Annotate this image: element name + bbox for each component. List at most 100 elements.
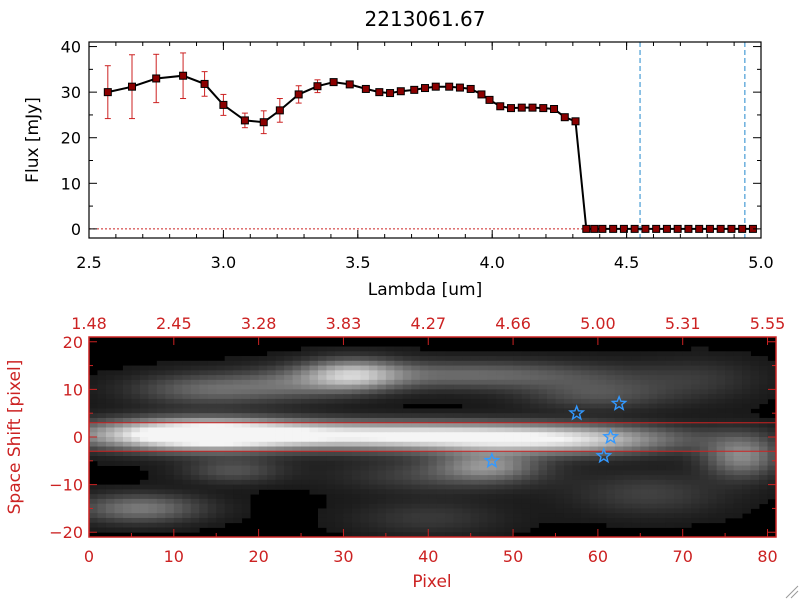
intensity-cell <box>674 437 684 443</box>
intensity-cell <box>241 398 251 405</box>
intensity-cell <box>368 465 378 471</box>
intensity-cell <box>224 417 234 424</box>
intensity-cell <box>563 365 573 371</box>
intensity-cell <box>631 398 641 405</box>
intensity-cell <box>368 441 378 447</box>
intensity-cell <box>190 470 200 476</box>
intensity-cell <box>614 513 624 519</box>
intensity-cell <box>682 389 692 395</box>
intensity-cell <box>580 446 590 452</box>
intensity-cell <box>199 465 209 471</box>
intensity-cell <box>190 417 200 424</box>
intensity-cell <box>419 475 429 481</box>
intensity-cell <box>470 484 480 490</box>
intensity-cell <box>563 379 573 386</box>
intensity-cell <box>496 479 505 486</box>
intensity-cell <box>487 384 497 390</box>
intensity-cell <box>504 398 514 405</box>
intensity-cell <box>97 456 107 462</box>
intensity-cell <box>767 456 777 462</box>
intensity-cell <box>640 475 650 481</box>
x-tick-label: 10 <box>164 547 184 566</box>
intensity-cell <box>479 465 489 471</box>
intensity-cell <box>284 479 293 486</box>
intensity-cell <box>267 403 276 409</box>
intensity-cell <box>521 384 531 390</box>
intensity-cell <box>733 432 743 438</box>
intensity-cell <box>402 379 412 386</box>
intensity-cell <box>470 527 480 533</box>
intensity-cell <box>716 360 726 366</box>
intensity-cell <box>139 375 149 381</box>
intensity-cell <box>767 360 777 366</box>
intensity-cell <box>301 475 310 481</box>
intensity-cell <box>657 356 667 362</box>
intensity-cell <box>267 446 276 452</box>
intensity-cell <box>216 494 226 500</box>
intensity-cell <box>623 403 633 409</box>
intensity-cell <box>122 427 132 433</box>
intensity-cell <box>419 351 429 357</box>
intensity-cell <box>538 413 548 419</box>
intensity-cell <box>606 489 616 495</box>
resize-grip-icon[interactable] <box>785 585 799 599</box>
intensity-cell <box>504 379 514 386</box>
intensity-cell <box>462 470 472 476</box>
intensity-cell <box>122 422 132 428</box>
intensity-cell <box>606 360 616 366</box>
intensity-cell <box>190 465 200 471</box>
intensity-cell <box>597 389 607 395</box>
intensity-cell <box>725 427 734 433</box>
intensity-cell <box>199 470 209 476</box>
intensity-cell <box>648 417 658 424</box>
intensity-cell <box>767 460 777 466</box>
intensity-cell <box>470 422 480 428</box>
intensity-cell <box>648 389 658 395</box>
intensity-cell <box>589 498 599 505</box>
intensity-cell <box>351 379 361 386</box>
intensity-cell <box>267 441 276 447</box>
intensity-cell <box>521 413 531 419</box>
intensity-cell <box>326 413 336 419</box>
intensity-cell <box>207 489 217 495</box>
intensity-cell <box>122 489 132 495</box>
intensity-cell <box>631 422 641 428</box>
y-tick-label: −10 <box>49 476 83 495</box>
intensity-cell <box>648 398 658 405</box>
intensity-cell <box>131 456 141 462</box>
intensity-cell <box>224 441 234 447</box>
intensity-cell <box>301 403 310 409</box>
intensity-cell <box>182 417 192 424</box>
intensity-cell <box>224 394 234 400</box>
intensity-cell <box>385 432 395 438</box>
intensity-cell <box>767 446 777 452</box>
intensity-cell <box>428 422 438 428</box>
intensity-cell <box>742 489 751 495</box>
intensity-cell <box>691 384 701 390</box>
x-tick-label: 50 <box>503 547 523 566</box>
intensity-cell <box>555 446 565 452</box>
intensity-cell <box>241 508 251 514</box>
intensity-cell <box>402 427 412 433</box>
intensity-cell <box>513 360 522 366</box>
intensity-cell <box>241 408 251 414</box>
intensity-cell <box>487 446 497 452</box>
intensity-cell <box>521 513 531 519</box>
intensity-cell <box>530 451 539 457</box>
intensity-cell <box>207 451 217 457</box>
intensity-cell <box>657 389 667 395</box>
intensity-cell <box>547 413 556 419</box>
intensity-cell <box>623 479 633 486</box>
intensity-cell <box>657 451 667 457</box>
intensity-cell <box>453 389 463 395</box>
intensity-cell <box>606 484 616 490</box>
intensity-cell <box>614 413 624 419</box>
intensity-cell <box>487 522 497 528</box>
intensity-cell <box>275 446 285 452</box>
intensity-cell <box>224 365 234 371</box>
intensity-cell <box>89 384 98 390</box>
intensity-cell <box>360 370 370 376</box>
intensity-cell <box>665 422 675 428</box>
intensity-cell <box>309 394 319 400</box>
